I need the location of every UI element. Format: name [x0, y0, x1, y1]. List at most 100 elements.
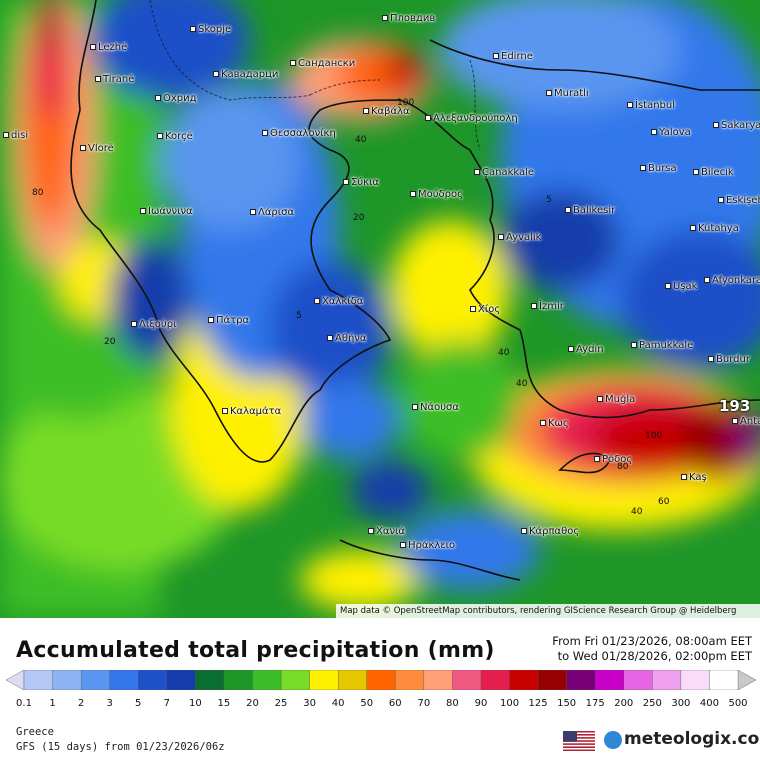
- city-marker-icon: [713, 122, 719, 128]
- city-label: Yalova: [651, 127, 691, 138]
- city-label: Skopje: [190, 24, 231, 35]
- city-name: Χίος: [478, 304, 501, 315]
- city-label: Αθήνα: [327, 333, 366, 344]
- color-scale-swatch: [195, 670, 225, 690]
- city-marker-icon: [718, 197, 724, 203]
- contour-value-label: 80: [617, 462, 629, 472]
- color-scale-tick-label: 90: [474, 698, 488, 709]
- color-scale-tick-label: 30: [303, 698, 316, 709]
- city-label: Edirne: [493, 51, 533, 62]
- color-scale-swatch: [23, 670, 54, 690]
- city-marker-icon: [521, 528, 527, 534]
- map-title: Accumulated total precipitation (mm): [16, 638, 495, 663]
- city-name: Bilecik: [701, 167, 734, 178]
- color-scale-tick-label: 125: [528, 698, 548, 709]
- city-label: Kавадарци: [213, 69, 278, 80]
- color-scale-swatch: [52, 670, 82, 690]
- color-scale-bar: [6, 670, 756, 690]
- city-name: Balıkesir: [573, 205, 616, 216]
- city-name: Tiranë: [103, 74, 135, 85]
- city-label: Ρόδος: [594, 454, 632, 465]
- contour-value-label: 100: [645, 431, 663, 441]
- city-label: Θεσσαλονίκη: [262, 128, 336, 139]
- city-marker-icon: [690, 225, 696, 231]
- color-scale-tick-label: 0.1: [16, 698, 32, 709]
- city-label: Сандански: [290, 58, 355, 69]
- city-name: Eskişehi: [726, 195, 760, 206]
- city-label: Χανιά: [368, 526, 405, 537]
- color-scale-tick-label: 200: [614, 698, 634, 709]
- city-marker-icon: [213, 71, 219, 77]
- city-label: Κάρπαθος: [521, 526, 579, 537]
- city-name: Καλαμάτα: [230, 406, 282, 417]
- city-label: Ηράκλειο: [400, 540, 455, 551]
- contour-value-label: 40: [516, 379, 528, 389]
- color-scale-swatch: [537, 670, 568, 690]
- city-label: Σύκια: [343, 177, 379, 188]
- city-marker-icon: [90, 44, 96, 50]
- city-name: Χαλκίδα: [322, 296, 364, 307]
- city-marker-icon: [732, 418, 738, 424]
- color-scale-swatch: [223, 670, 254, 690]
- color-scale-swatch: [452, 670, 482, 690]
- city-name: disi: [11, 130, 29, 141]
- city-label: Ιωάννινα: [140, 206, 193, 217]
- color-scale-tick-label: 250: [642, 698, 662, 709]
- city-name: Çanakkale: [482, 167, 535, 178]
- city-marker-icon: [190, 26, 196, 32]
- brand-name[interactable]: meteologix.com: [624, 729, 760, 749]
- city-marker-icon: [157, 133, 163, 139]
- city-label: İstanbul: [627, 100, 675, 111]
- city-marker-icon: [493, 53, 499, 59]
- city-name: Afyonkarahi: [712, 275, 760, 286]
- time-range-to: to Wed 01/28/2026, 02:00pm EET: [557, 649, 752, 663]
- color-scale-tick-label: 5: [135, 698, 142, 709]
- color-scale-swatch: [680, 670, 711, 690]
- city-label: Pamukkale: [631, 340, 693, 351]
- city-label: Λάρισα: [250, 207, 294, 218]
- map-attribution[interactable]: Map data © OpenStreetMap contributors, r…: [336, 604, 760, 618]
- city-name: Охрид: [163, 93, 197, 104]
- city-name: Αλεξανδρούπολη: [433, 113, 518, 124]
- color-scale-tick-label: 15: [217, 698, 231, 709]
- city-marker-icon: [412, 404, 418, 410]
- color-scale-tick-label: 50: [360, 698, 374, 709]
- city-marker-icon: [290, 60, 296, 66]
- city-name: Ρόδος: [602, 454, 633, 465]
- city-marker-icon: [155, 95, 161, 101]
- color-scale-tick-label: 2: [77, 698, 85, 709]
- precipitation-map[interactable]: Lezhë Tiranë Skopje Kавадарци Пловдив Санданс…: [0, 0, 760, 618]
- city-label: Πάτρα: [208, 315, 249, 326]
- city-label: Μούδρος: [410, 189, 463, 200]
- city-marker-icon: [640, 165, 646, 171]
- city-marker-icon: [140, 208, 146, 214]
- precip-field: [0, 0, 760, 618]
- peak-value-label: 193: [719, 397, 751, 415]
- city-marker-icon: [363, 108, 369, 114]
- city-marker-icon: [3, 132, 9, 138]
- color-scale-tick-label: 80: [446, 698, 459, 709]
- city-name: Uşak: [673, 281, 698, 292]
- city-name: Αθήνα: [335, 333, 367, 344]
- city-marker-icon: [425, 115, 431, 121]
- us-flag-icon[interactable]: [563, 731, 595, 751]
- city-marker-icon: [665, 283, 671, 289]
- city-marker-icon: [627, 102, 633, 108]
- city-label: Ayvalık: [498, 232, 541, 243]
- city-name: Κάρπαθος: [529, 526, 580, 537]
- model-run-label: GFS (15 days) from 01/23/2026/06z: [16, 741, 225, 753]
- contour-value-label: 5: [546, 195, 552, 205]
- contour-value-label: 5: [296, 311, 302, 321]
- city-label: Sakarya: [713, 120, 760, 131]
- time-range: From Fri 01/23/2026, 08:00am EET to Wed …: [552, 634, 752, 664]
- city-name: Kавадарци: [221, 69, 279, 80]
- city-marker-icon: [474, 169, 480, 175]
- city-marker-icon: [382, 15, 388, 21]
- city-marker-icon: [540, 420, 546, 426]
- city-label: Muratlı: [546, 88, 589, 99]
- city-label: Bursa: [640, 163, 677, 174]
- color-scale-swatch: [595, 670, 625, 690]
- color-scale-swatch: [366, 670, 396, 690]
- city-marker-icon: [704, 277, 710, 283]
- city-marker-icon: [222, 408, 228, 414]
